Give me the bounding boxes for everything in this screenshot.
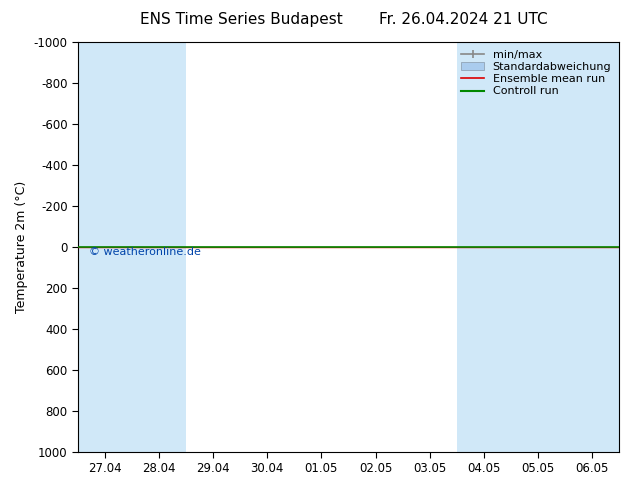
Legend: min/max, Standardabweichung, Ensemble mean run, Controll run: min/max, Standardabweichung, Ensemble me… <box>457 46 616 101</box>
Text: Fr. 26.04.2024 21 UTC: Fr. 26.04.2024 21 UTC <box>378 12 547 27</box>
Bar <box>456 42 511 452</box>
Bar <box>78 42 132 452</box>
Bar <box>511 42 565 452</box>
Text: ENS Time Series Budapest: ENS Time Series Budapest <box>139 12 342 27</box>
Text: © weatheronline.de: © weatheronline.de <box>89 247 201 257</box>
Bar <box>132 42 186 452</box>
Y-axis label: Temperature 2m (°C): Temperature 2m (°C) <box>15 181 28 313</box>
Bar <box>565 42 619 452</box>
